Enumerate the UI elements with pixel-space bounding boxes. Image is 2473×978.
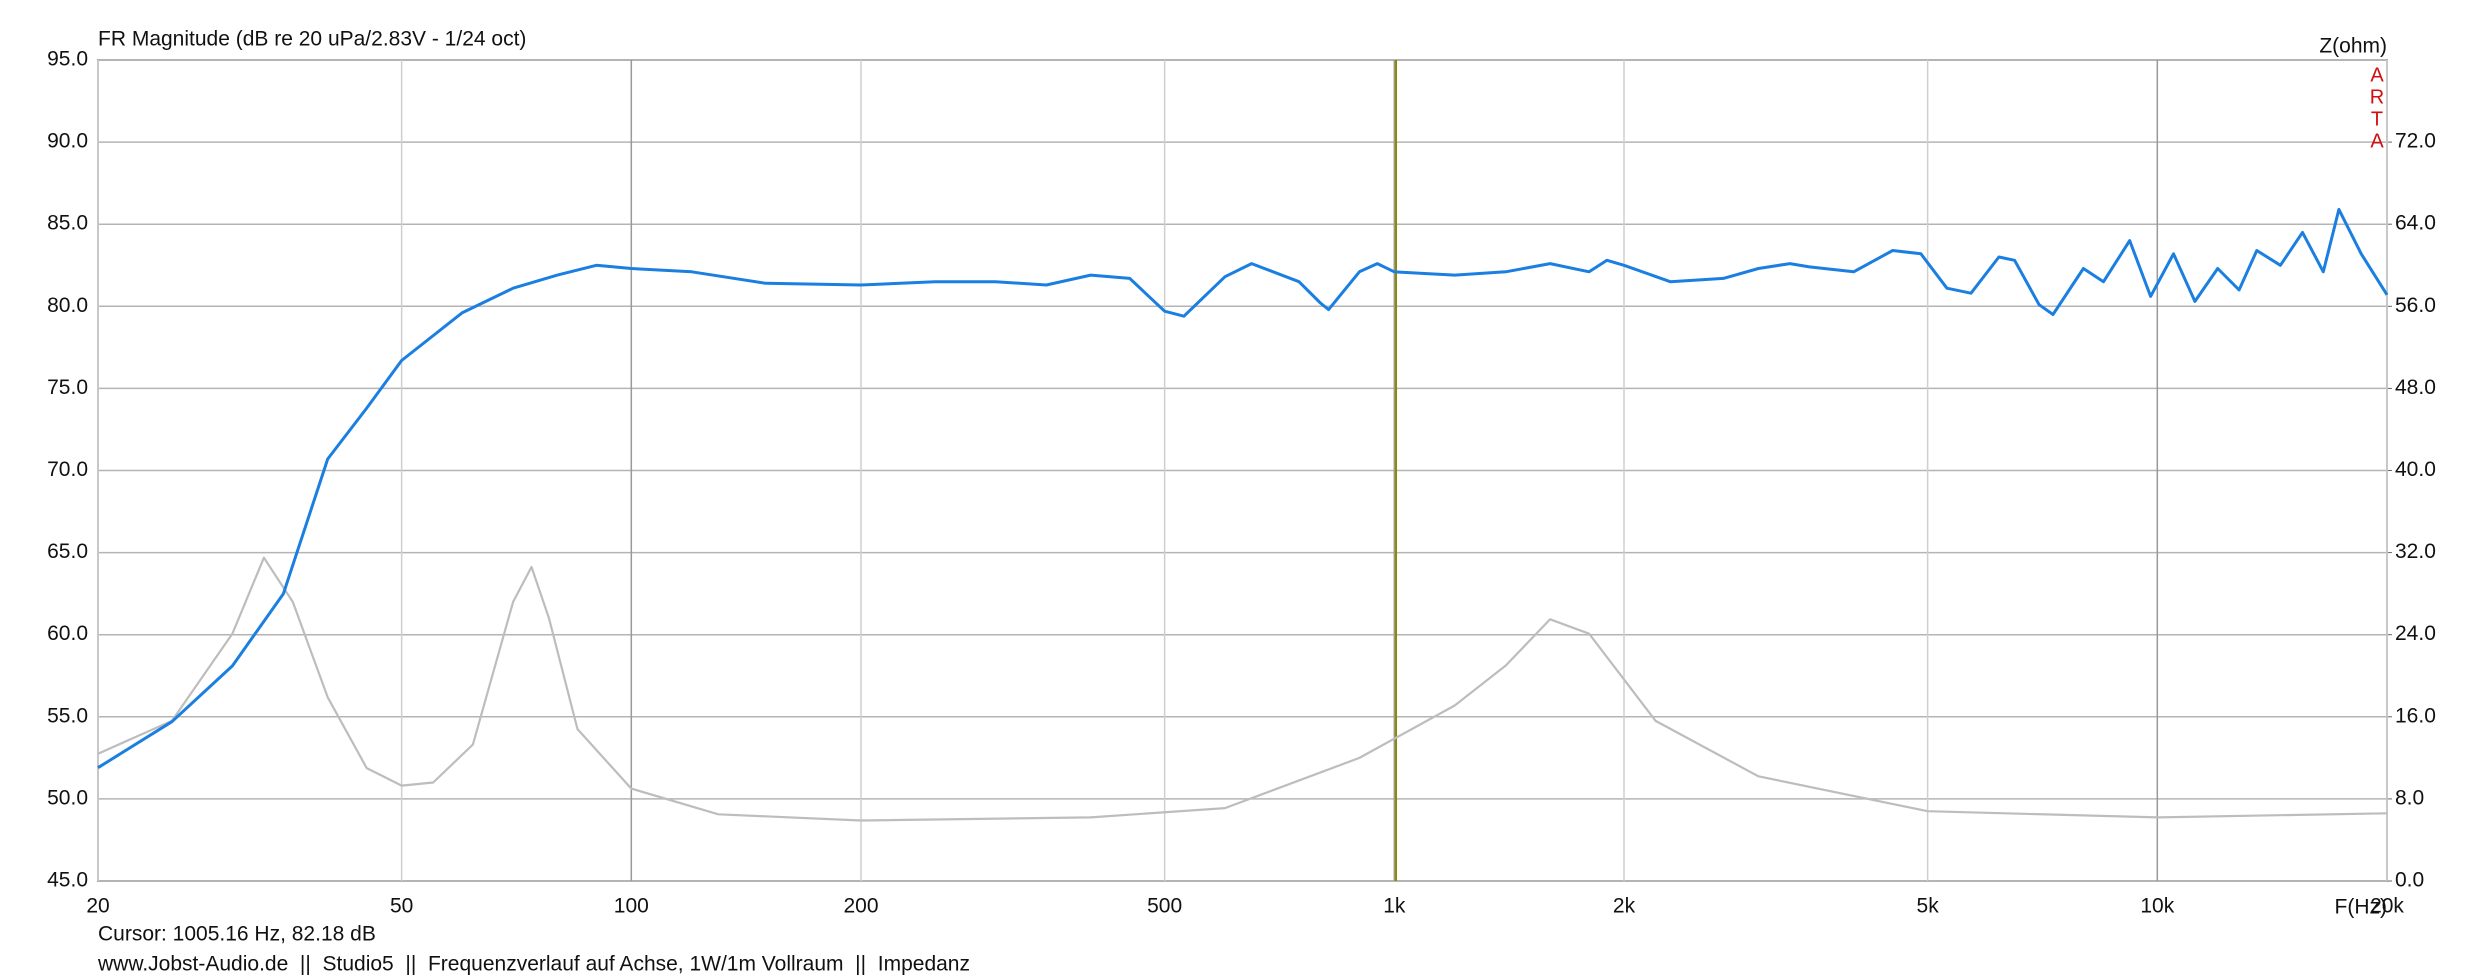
y-tick-label: 55.0	[47, 704, 88, 727]
y2-tick-label: 64.0	[2395, 212, 2436, 235]
x-tick-label: 20k	[2370, 895, 2404, 918]
watermark-letter: A	[2370, 130, 2384, 152]
y-tick-label: 85.0	[47, 212, 88, 235]
x-tick-label: 1k	[1383, 895, 1406, 918]
y-tick-label: 65.0	[47, 540, 88, 563]
x-tick-label: 500	[1147, 895, 1182, 918]
y2-tick-label: 72.0	[2395, 130, 2436, 153]
y-tick-label: 45.0	[47, 869, 88, 892]
watermark-letter: A	[2370, 64, 2384, 86]
y-tick-label: 95.0	[47, 48, 88, 71]
y-tick-label: 90.0	[47, 130, 88, 153]
x-axis-label: F(Hz)	[2335, 896, 2387, 919]
y2-tick-label: 40.0	[2395, 458, 2436, 481]
y2-axis-label: Z(ohm)	[2319, 35, 2387, 58]
x-tick-label: 20	[86, 895, 109, 918]
watermark-letter: R	[2370, 86, 2384, 108]
chart-title: FR Magnitude (dB re 20 uPa/2.83V - 1/24 …	[98, 28, 526, 51]
data-line	[97, 207, 2389, 769]
y-tick-label: 80.0	[47, 294, 88, 317]
y-tick-label: 60.0	[47, 622, 88, 645]
footer: www.Jobst-Audio.de || Studio5 || Frequen…	[97, 953, 970, 976]
x-tick-label: 5k	[1917, 895, 1940, 918]
y2-tick-label: 56.0	[2395, 294, 2436, 317]
y-tick-label: 70.0	[47, 458, 88, 481]
y2-tick-label: 8.0	[2395, 786, 2424, 809]
y2-tick-label: 16.0	[2395, 704, 2436, 727]
watermark-letter: T	[2371, 108, 2383, 130]
y-tick-label: 50.0	[47, 786, 88, 809]
x-tick-label: 100	[614, 895, 649, 918]
y2-tick-label: 0.0	[2395, 869, 2424, 892]
y2-tick-label: 48.0	[2395, 376, 2436, 399]
x-tick-label: 50	[390, 895, 413, 918]
x-tick-label: 10k	[2140, 895, 2174, 918]
x-tick-label: 200	[843, 895, 878, 918]
data-line	[97, 556, 2388, 822]
cursor-readout: Cursor: 1005.16 Hz, 82.18 dB	[98, 923, 376, 946]
y-tick-label: 75.0	[47, 376, 88, 399]
y2-tick-label: 24.0	[2395, 622, 2436, 645]
x-tick-label: 2k	[1613, 895, 1636, 918]
y2-tick-label: 32.0	[2395, 540, 2436, 563]
